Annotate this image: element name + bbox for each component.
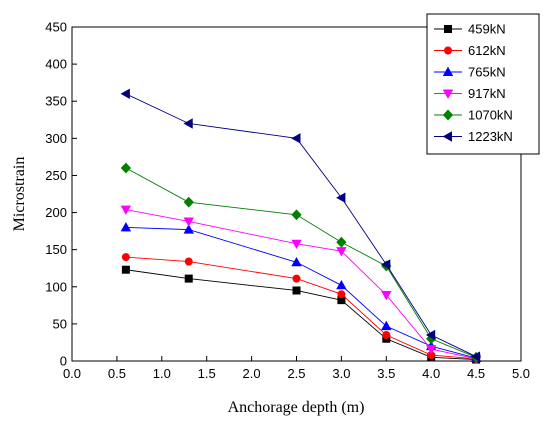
- series-line: [125, 93, 477, 357]
- x-axis: 0.0 0.5 1.0 1.5 2.0 2.5 3.0 3.5 4.0 4.5 5.0: [63, 356, 530, 381]
- y-tick-label: 400: [45, 57, 67, 72]
- x-tick-label: 4.5: [467, 366, 485, 381]
- legend-marker: [443, 46, 452, 55]
- data-point: [336, 236, 347, 248]
- data-point: [121, 253, 130, 262]
- y-tick-label: 300: [45, 131, 67, 146]
- data-point: [183, 217, 194, 227]
- series-1070kN: [120, 162, 482, 363]
- data-point: [120, 205, 132, 215]
- x-tick-label: 0.5: [108, 366, 126, 381]
- data-point: [183, 196, 194, 208]
- data-point: [120, 162, 131, 174]
- legend-label: 917kN: [468, 86, 506, 101]
- series-line: [125, 209, 477, 360]
- legend-label: 459kN: [468, 22, 506, 37]
- series-layer: [120, 88, 482, 365]
- data-point: [381, 320, 392, 331]
- y-tick-label: 250: [45, 168, 67, 183]
- data-point: [183, 224, 194, 234]
- data-point: [382, 331, 391, 340]
- x-tick-label: 2.5: [287, 366, 305, 381]
- x-tick-label: 1.5: [198, 366, 216, 381]
- y-axis-title: Microstrain: [11, 157, 28, 232]
- series-line: [125, 256, 477, 360]
- data-point: [183, 118, 193, 129]
- data-point: [291, 256, 302, 267]
- legend-marker: [442, 89, 454, 99]
- data-point: [336, 192, 346, 203]
- series-612kN: [121, 253, 481, 363]
- series-1223kN: [120, 88, 481, 362]
- x-tick-label: 5.0: [512, 366, 530, 381]
- legend-box: [426, 13, 540, 155]
- y-tick-label: 450: [45, 20, 67, 35]
- legend-marker: [442, 109, 454, 121]
- legend-marker: [442, 131, 453, 142]
- legend-label: 1070kN: [468, 108, 513, 123]
- data-point: [120, 88, 130, 100]
- data-point: [425, 345, 437, 355]
- x-tick-label: 2.0: [243, 366, 261, 381]
- data-point: [120, 222, 132, 232]
- legend-item: 1223kN: [434, 129, 513, 144]
- y-tick-label: 100: [45, 279, 67, 294]
- x-tick-label: 3.5: [377, 366, 395, 381]
- y-tick-label: 50: [53, 316, 67, 331]
- data-point: [184, 274, 193, 283]
- y-tick-label: 350: [45, 94, 67, 109]
- data-point: [425, 329, 436, 341]
- data-point: [291, 209, 302, 221]
- legend-label: 612kN: [468, 43, 506, 58]
- data-point: [292, 274, 301, 283]
- x-tick-label: 3.0: [332, 366, 350, 381]
- x-tick-label: 4.0: [422, 366, 440, 381]
- legend-item: 765kN: [434, 65, 506, 80]
- data-point: [184, 257, 193, 266]
- x-tick-label: 0.0: [63, 366, 81, 381]
- data-point: [291, 239, 302, 250]
- series-line: [125, 226, 477, 359]
- y-tick-label: 0: [60, 354, 67, 369]
- x-tick-label: 1.0: [153, 366, 171, 381]
- y-axis: 0 50 100 150 200 250 300 350 400 450: [45, 20, 77, 369]
- legend-label: 1223kN: [468, 129, 513, 144]
- y-tick-label: 200: [45, 205, 67, 220]
- y-tick-label: 150: [45, 242, 67, 257]
- legend-item: 612kN: [434, 43, 506, 58]
- data-point: [337, 290, 346, 299]
- legend: 459kN 612kN 765kN 917kN 1070kN 1223kN: [426, 13, 540, 155]
- series-line: [125, 167, 477, 358]
- data-point: [121, 265, 130, 274]
- legend-item: 459kN: [434, 22, 506, 37]
- data-point: [336, 279, 347, 290]
- data-point: [380, 259, 391, 270]
- series-line: [125, 269, 477, 360]
- series-765kN: [120, 222, 482, 363]
- legend-item: 917kN: [434, 86, 506, 101]
- legend-item: 1070kN: [434, 108, 513, 123]
- legend-label: 765kN: [468, 65, 506, 80]
- x-axis-title: Anchorage depth (m): [228, 399, 365, 416]
- data-point: [291, 133, 301, 144]
- legend-marker: [443, 24, 452, 33]
- data-point: [470, 351, 481, 362]
- data-point: [381, 290, 392, 301]
- legend-marker: [442, 66, 454, 76]
- data-point: [292, 286, 301, 295]
